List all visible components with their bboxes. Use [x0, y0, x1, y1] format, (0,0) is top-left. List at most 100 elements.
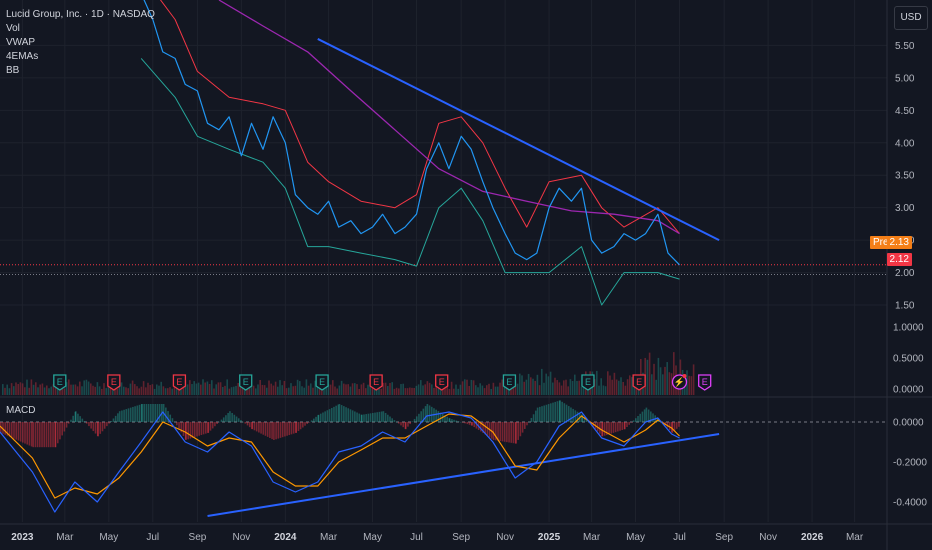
histogram-bar: [17, 422, 20, 441]
volume-bar: [299, 381, 301, 395]
volume-bar: [173, 384, 176, 395]
volume-bar: [442, 387, 444, 395]
histogram-bar: [304, 422, 306, 426]
earnings-marker[interactable]: E: [172, 374, 187, 391]
histogram-bar: [543, 405, 546, 422]
histogram-bar: [50, 422, 52, 448]
volume-bar: [204, 382, 206, 395]
histogram-bar: [26, 422, 28, 445]
histogram-bar: [541, 406, 543, 422]
histogram-bar: [430, 406, 433, 422]
volume-bar: [514, 380, 517, 395]
volume-bar: [428, 382, 431, 395]
histogram-bar: [262, 422, 265, 435]
histogram-bar: [626, 422, 628, 428]
volume-bar: [90, 383, 92, 395]
histogram-bar: [140, 404, 143, 422]
histogram-bar: [356, 412, 358, 422]
volume-bar: [488, 383, 490, 395]
symbol-title[interactable]: Lucid Group, Inc. · 1D · NASDAQ: [6, 9, 155, 20]
price-trendline[interactable]: [317, 38, 720, 242]
time-axis-label: Nov: [496, 532, 514, 543]
time-axis-label: May: [363, 532, 382, 543]
vwap-line[interactable]: [218, 0, 680, 235]
pre-market-label: Pre: [870, 236, 892, 249]
price-line[interactable]: [141, 0, 680, 266]
volume-bar: [417, 384, 420, 395]
event-marker[interactable]: ⚡: [671, 374, 688, 390]
indicator-vol[interactable]: Vol: [6, 23, 20, 34]
histogram-bar: [150, 404, 152, 422]
volume-bar: [629, 375, 631, 395]
histogram-bar: [645, 407, 648, 422]
earnings-marker-shape: [107, 374, 121, 391]
volume-bar: [94, 386, 96, 395]
histogram-bar: [198, 422, 200, 436]
price-tick-label: 4.50: [895, 106, 915, 117]
volume-bar: [565, 379, 567, 395]
indicator-vwap[interactable]: VWAP: [6, 37, 36, 48]
histogram-bar: [545, 404, 548, 422]
volume-bar: [169, 387, 171, 395]
histogram-bar: [13, 422, 15, 439]
volume-bar: [233, 386, 235, 395]
histogram-bar: [15, 422, 17, 440]
histogram-bar: [185, 422, 187, 440]
indicator-bb[interactable]: BB: [6, 65, 20, 76]
volume-bar: [338, 385, 341, 395]
volume-bar: [261, 384, 264, 395]
volume-bar: [219, 382, 222, 395]
histogram-bar: [187, 422, 189, 440]
macd-tick-label: -0.2000: [893, 458, 927, 469]
volume-bar: [593, 379, 596, 395]
histogram-bar: [610, 422, 613, 434]
histogram-bar: [313, 418, 315, 422]
earnings-marker[interactable]: E: [698, 374, 712, 391]
currency-button[interactable]: USD: [894, 6, 928, 30]
histogram-bar: [468, 422, 471, 425]
volume-bar: [246, 388, 248, 395]
histogram-bar: [273, 422, 275, 440]
volume-bar: [43, 387, 46, 395]
earnings-marker[interactable]: E: [315, 374, 329, 391]
earnings-marker[interactable]: E: [581, 374, 595, 391]
volume-bar: [486, 385, 488, 395]
signal-line[interactable]: [0, 413, 680, 499]
histogram-bar: [470, 422, 473, 426]
histogram-bar: [147, 404, 150, 422]
macd-pane-label[interactable]: MACD: [6, 405, 36, 416]
histogram-bar: [225, 415, 227, 422]
volume-bar: [624, 385, 627, 395]
histogram-bar: [365, 414, 367, 422]
macd-line[interactable]: [0, 411, 680, 513]
histogram-bar: [275, 422, 277, 440]
histogram-bar: [466, 422, 469, 425]
volume-bar: [54, 382, 57, 395]
volume-bar: [211, 380, 213, 395]
earnings-marker[interactable]: E: [502, 374, 517, 391]
histogram-bar: [24, 422, 26, 444]
earnings-marker[interactable]: E: [239, 374, 253, 391]
volume-bar: [600, 378, 602, 395]
volume-bar: [79, 381, 81, 395]
volume-bar: [74, 384, 77, 395]
volume-bar: [492, 382, 495, 395]
volume-bar: [112, 387, 114, 395]
earnings-marker[interactable]: E: [53, 374, 67, 391]
volume-bar: [620, 377, 622, 395]
bb-lower-line[interactable]: [140, 58, 680, 306]
indicator-emas[interactable]: 4EMAs: [6, 51, 39, 62]
macd-trendline[interactable]: [207, 433, 720, 517]
histogram-bar: [495, 422, 497, 441]
histogram-bar: [85, 422, 88, 424]
volume-bar: [310, 383, 312, 395]
earnings-marker[interactable]: E: [632, 374, 646, 391]
earnings-marker[interactable]: E: [107, 374, 121, 391]
volume-bar: [32, 384, 35, 395]
volume-bar: [398, 388, 400, 395]
earnings-marker[interactable]: E: [435, 374, 449, 391]
volume-bar: [28, 387, 30, 395]
histogram-bar: [302, 422, 304, 428]
earnings-marker[interactable]: E: [369, 374, 383, 391]
